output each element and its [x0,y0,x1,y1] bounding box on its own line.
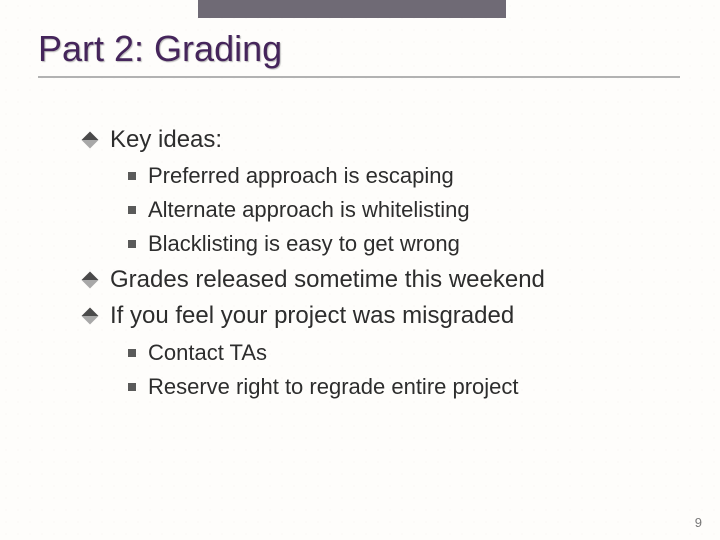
list-item-text: If you feel your project was misgraded [110,300,670,332]
title-block: Part 2: Grading [38,28,680,78]
list-item-text: Reserve right to regrade entire project [148,371,670,403]
page-number: 9 [695,515,702,530]
list-item: Blacklisting is easy to get wrong [128,228,670,260]
list-item: Alternate approach is whitelisting [128,194,670,226]
list-item-text: Alternate approach is whitelisting [148,194,670,226]
list-item-text: Blacklisting is easy to get wrong [148,228,670,260]
diamond-bullet-icon [82,132,99,149]
square-bullet-icon [128,383,136,391]
slide: Part 2: Grading Key ideas: Preferred app… [0,0,720,540]
square-bullet-icon [128,172,136,180]
diamond-bullet-icon [82,308,99,325]
list-item: Grades released sometime this weekend [84,264,670,296]
list-item: Key ideas: [84,124,670,156]
diamond-bullet-icon [82,272,99,289]
list-item: If you feel your project was misgraded [84,300,670,332]
list-item-text: Grades released sometime this weekend [110,264,670,296]
title-underline [38,76,680,78]
square-bullet-icon [128,206,136,214]
list-item: Reserve right to regrade entire project [128,371,670,403]
square-bullet-icon [128,240,136,248]
slide-title: Part 2: Grading [38,28,680,70]
list-item: Contact TAs [128,337,670,369]
top-accent-band [198,0,506,18]
list-item-text: Contact TAs [148,337,670,369]
list-item: Preferred approach is escaping [128,160,670,192]
slide-body: Key ideas: Preferred approach is escapin… [84,120,670,405]
square-bullet-icon [128,349,136,357]
list-item-text: Preferred approach is escaping [148,160,670,192]
list-item-text: Key ideas: [110,124,670,156]
